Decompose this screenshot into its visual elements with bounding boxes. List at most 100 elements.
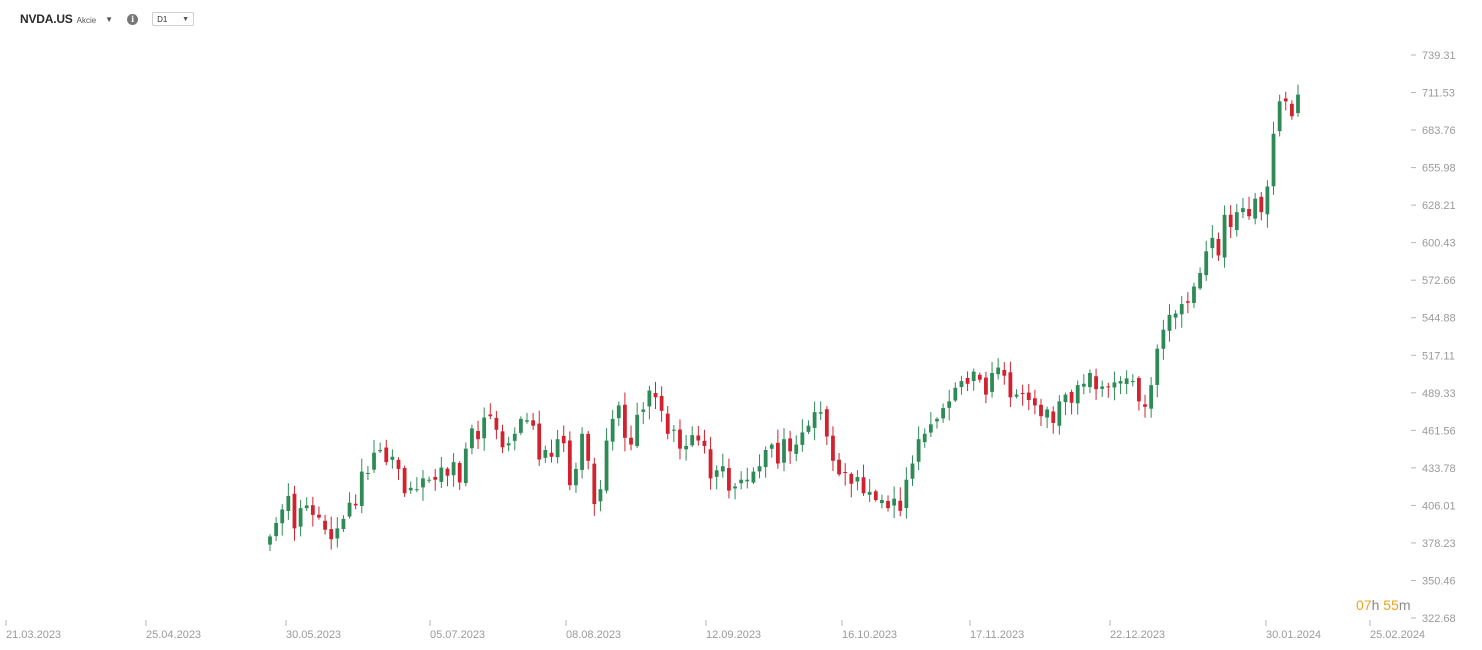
candle — [1198, 267, 1202, 290]
candle-body — [1289, 103, 1294, 117]
date-label: 17.11.2023 — [970, 629, 1024, 641]
price-label: 461.56 — [1422, 425, 1456, 437]
candle-body — [1216, 238, 1221, 256]
candle-body — [1130, 381, 1135, 383]
candle — [653, 381, 658, 410]
candle-body — [531, 420, 536, 426]
candle — [1039, 398, 1043, 427]
candle — [1032, 389, 1037, 415]
candle-body — [1063, 394, 1068, 403]
candle-body — [494, 417, 499, 430]
candle-body — [1051, 411, 1056, 423]
candle — [341, 515, 346, 533]
candle — [1026, 383, 1031, 411]
candle — [794, 435, 799, 462]
candle-body — [1204, 251, 1209, 276]
candle — [965, 371, 970, 392]
candle — [1192, 282, 1196, 309]
candle — [1020, 384, 1025, 406]
candle-body — [335, 528, 340, 539]
candle — [555, 429, 560, 464]
candle-body — [1137, 377, 1141, 402]
candle-body — [500, 431, 505, 448]
candle — [947, 389, 952, 421]
candle — [922, 428, 927, 448]
candle-body — [1161, 329, 1166, 349]
candle — [788, 430, 793, 464]
candle-body — [1167, 314, 1172, 331]
candle-body — [690, 435, 695, 446]
candle — [1106, 382, 1111, 398]
candle-body — [341, 518, 346, 530]
candle — [396, 457, 401, 480]
candle-body — [512, 433, 517, 441]
candle — [690, 426, 695, 448]
candle-body — [831, 435, 835, 461]
caret-down-icon[interactable]: ▼ — [105, 14, 114, 24]
candle-body — [451, 462, 456, 476]
candle — [525, 412, 529, 424]
candle-body — [1039, 404, 1043, 417]
candle — [561, 425, 566, 453]
candle — [855, 470, 860, 491]
candle — [1204, 240, 1209, 281]
candle-body — [855, 477, 860, 482]
candle-body — [935, 418, 939, 422]
candle-body — [567, 440, 572, 486]
candle — [635, 402, 640, 449]
candle — [335, 517, 340, 548]
candle — [427, 476, 431, 483]
price-label: 489.33 — [1422, 388, 1456, 400]
candle-body — [720, 466, 725, 472]
candle — [1057, 395, 1062, 435]
date-label: 25.04.2023 — [146, 629, 201, 641]
candle-body — [488, 414, 493, 417]
candle-body — [555, 439, 560, 458]
candle — [292, 485, 297, 541]
candle-body — [1088, 372, 1092, 388]
candle — [1173, 310, 1178, 330]
candle-body — [1106, 386, 1111, 388]
candle-body — [1057, 401, 1062, 426]
candle-body — [1075, 385, 1080, 404]
candle — [671, 425, 676, 443]
candle-body — [1271, 133, 1276, 187]
candle — [904, 467, 909, 519]
date-label: 22.12.2023 — [1110, 629, 1165, 641]
candle — [763, 446, 768, 478]
candle — [714, 465, 719, 490]
candle — [1216, 232, 1221, 261]
candle — [567, 431, 572, 491]
timeframe-select[interactable]: D1 ▼ — [152, 12, 195, 26]
date-label: 30.05.2023 — [286, 629, 341, 641]
info-icon[interactable]: i — [127, 13, 139, 25]
price-label: 433.78 — [1422, 463, 1456, 475]
candle-body — [745, 479, 750, 482]
candle-body — [366, 472, 370, 474]
candle-body — [714, 470, 719, 477]
candle — [531, 413, 536, 430]
candle-body — [1124, 378, 1129, 385]
candle-body — [849, 473, 854, 484]
candle — [623, 392, 627, 452]
candle — [1222, 205, 1227, 268]
chevron-down-icon: ▼ — [182, 15, 190, 23]
candle-body — [788, 438, 793, 452]
candle-body — [1241, 208, 1245, 213]
candle-body — [696, 435, 701, 441]
candle-body — [941, 408, 945, 419]
candle — [366, 466, 370, 481]
candle-body — [1198, 272, 1202, 289]
candle — [1075, 380, 1080, 415]
candle-body — [904, 479, 909, 509]
symbol-name[interactable]: NVDA.US — [20, 12, 73, 26]
candle-body — [971, 371, 976, 381]
candle — [372, 440, 376, 473]
candle-body — [873, 491, 878, 501]
candle-body — [984, 377, 988, 395]
candle-body — [641, 409, 646, 412]
candle — [421, 470, 425, 501]
candle — [1265, 180, 1270, 228]
date-label: 30.01.2024 — [1266, 629, 1321, 641]
